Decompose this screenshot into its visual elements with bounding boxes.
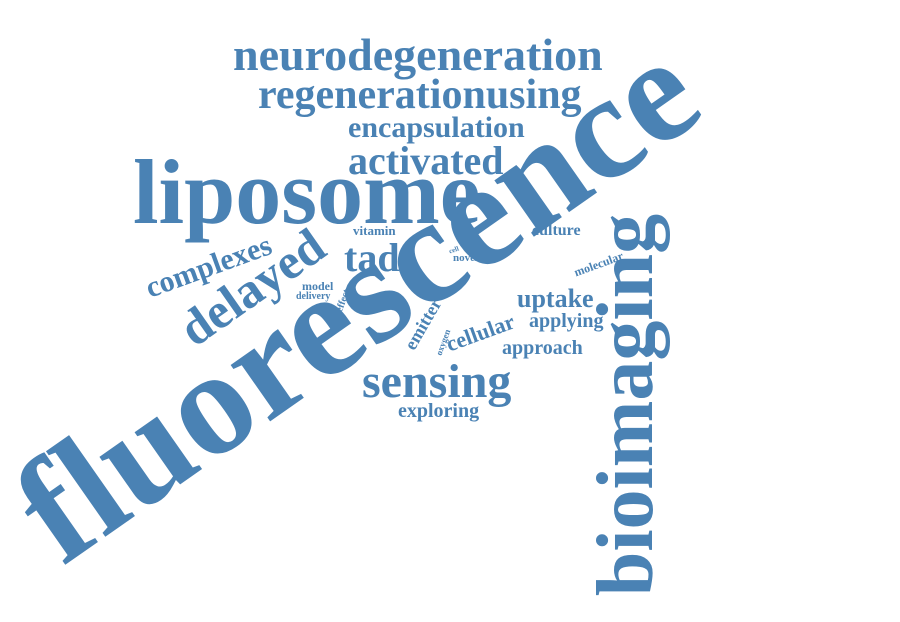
word-model: model (302, 279, 334, 293)
word-liposome: liposome (133, 141, 481, 243)
word-vitamin: vitamin (353, 223, 396, 238)
word-tadf: tadf (344, 235, 413, 280)
word-delivery: delivery (296, 291, 331, 302)
word-sensing: sensing (362, 355, 512, 408)
word-novel: novel (453, 252, 479, 264)
word-culture: culture (532, 222, 581, 239)
word-regenerationusing: regenerationusing (258, 72, 582, 118)
word-approach: approach (502, 337, 583, 359)
word-encapsulation: encapsulation (348, 111, 525, 144)
word-neurodegeneration: neurodegeneration (233, 29, 603, 80)
word-applying: applying (529, 310, 604, 332)
word-activated: activated (348, 138, 504, 183)
word-uptake: uptake (517, 284, 594, 313)
word-exploring: exploring (398, 400, 480, 422)
